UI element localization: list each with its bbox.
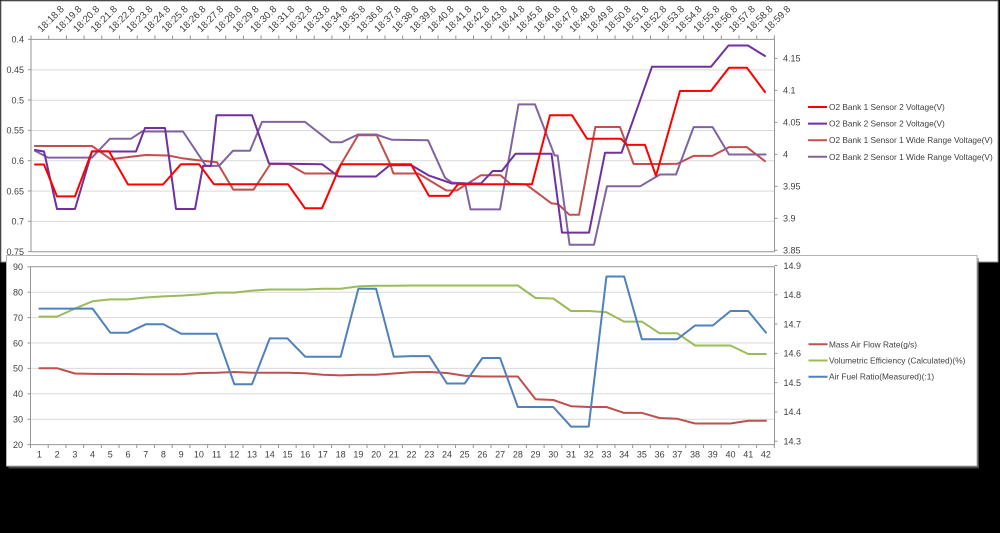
svg-text:25: 25 — [460, 449, 470, 459]
svg-text:28: 28 — [513, 449, 523, 459]
svg-text:14: 14 — [265, 449, 275, 459]
svg-text:60: 60 — [13, 338, 23, 348]
svg-text:24: 24 — [442, 449, 452, 459]
svg-text:20: 20 — [13, 440, 23, 450]
svg-text:41: 41 — [743, 449, 753, 459]
svg-text:36: 36 — [655, 449, 665, 459]
svg-text:4: 4 — [783, 150, 788, 160]
svg-text:14.6: 14.6 — [784, 349, 802, 359]
svg-text:0.7: 0.7 — [11, 217, 24, 227]
svg-text:3.85: 3.85 — [783, 246, 801, 256]
svg-text:1: 1 — [37, 449, 42, 459]
svg-text:13: 13 — [247, 449, 257, 459]
svg-text:30: 30 — [548, 449, 558, 459]
svg-text:12: 12 — [229, 449, 239, 459]
svg-text:38: 38 — [690, 449, 700, 459]
svg-text:23: 23 — [424, 449, 434, 459]
svg-text:3.9: 3.9 — [783, 214, 796, 224]
svg-text:17: 17 — [318, 449, 328, 459]
svg-text:21: 21 — [389, 449, 399, 459]
svg-text:Air Fuel Ratio(Measured)(:1): Air Fuel Ratio(Measured)(:1) — [829, 372, 934, 382]
svg-text:9: 9 — [179, 449, 184, 459]
svg-text:0.4: 0.4 — [11, 35, 24, 45]
svg-text:O2 Bank 2 Sensor 1 Wide Range: O2 Bank 2 Sensor 1 Wide Range Voltage(V) — [829, 152, 993, 162]
svg-text:3: 3 — [72, 449, 77, 459]
svg-text:5: 5 — [108, 449, 113, 459]
svg-text:40: 40 — [13, 389, 23, 399]
svg-text:O2 Bank 1 Sensor 1 Wide Range: O2 Bank 1 Sensor 1 Wide Range Voltage(V) — [829, 135, 993, 145]
svg-text:Volumetric Efficiency (Calcula: Volumetric Efficiency (Calculated)(%) — [829, 356, 966, 366]
svg-text:20: 20 — [371, 449, 381, 459]
svg-text:0.65: 0.65 — [6, 186, 24, 196]
svg-text:6: 6 — [125, 449, 130, 459]
svg-text:0.55: 0.55 — [6, 126, 24, 136]
svg-text:0.75: 0.75 — [6, 247, 24, 257]
svg-text:2: 2 — [55, 449, 60, 459]
svg-text:14.4: 14.4 — [784, 407, 802, 417]
svg-text:22: 22 — [407, 449, 417, 459]
svg-text:14.3: 14.3 — [784, 436, 802, 446]
svg-text:37: 37 — [672, 449, 682, 459]
svg-text:90: 90 — [13, 262, 23, 272]
svg-text:42: 42 — [761, 449, 771, 459]
svg-text:33: 33 — [601, 449, 611, 459]
svg-text:Mass Air Flow Rate(g/s): Mass Air Flow Rate(g/s) — [829, 339, 917, 349]
svg-text:0.6: 0.6 — [11, 156, 24, 166]
svg-text:29: 29 — [531, 449, 541, 459]
svg-text:18: 18 — [336, 449, 346, 459]
svg-text:40: 40 — [725, 449, 735, 459]
svg-text:8: 8 — [161, 449, 166, 459]
svg-text:31: 31 — [566, 449, 576, 459]
svg-text:0.45: 0.45 — [6, 65, 24, 75]
svg-text:35: 35 — [637, 449, 647, 459]
svg-text:15: 15 — [282, 449, 292, 459]
svg-text:4.05: 4.05 — [783, 118, 801, 128]
svg-text:80: 80 — [13, 288, 23, 298]
svg-text:50: 50 — [13, 364, 23, 374]
svg-text:14.5: 14.5 — [784, 378, 802, 388]
svg-text:30: 30 — [13, 415, 23, 425]
svg-text:3.95: 3.95 — [783, 182, 801, 192]
svg-text:4.1: 4.1 — [783, 86, 796, 96]
svg-text:0.5: 0.5 — [11, 95, 24, 105]
svg-text:4: 4 — [90, 449, 95, 459]
svg-text:27: 27 — [495, 449, 505, 459]
svg-text:14.8: 14.8 — [784, 290, 802, 300]
svg-text:11: 11 — [212, 449, 221, 459]
svg-text:70: 70 — [13, 313, 23, 323]
svg-text:32: 32 — [584, 449, 594, 459]
svg-text:39: 39 — [708, 449, 718, 459]
svg-text:19: 19 — [353, 449, 363, 459]
svg-text:O2 Bank 1 Sensor 2 Voltage(V): O2 Bank 1 Sensor 2 Voltage(V) — [829, 102, 945, 112]
svg-text:34: 34 — [619, 449, 629, 459]
svg-text:10: 10 — [194, 449, 204, 459]
svg-text:14.7: 14.7 — [784, 319, 802, 329]
svg-text:7: 7 — [143, 449, 148, 459]
svg-text:O2 Bank 2 Sensor 2 Voltage(V): O2 Bank 2 Sensor 2 Voltage(V) — [829, 119, 945, 129]
svg-text:26: 26 — [477, 449, 487, 459]
svg-text:16: 16 — [300, 449, 310, 459]
svg-text:14.9: 14.9 — [784, 261, 802, 271]
svg-text:4.15: 4.15 — [783, 54, 801, 64]
